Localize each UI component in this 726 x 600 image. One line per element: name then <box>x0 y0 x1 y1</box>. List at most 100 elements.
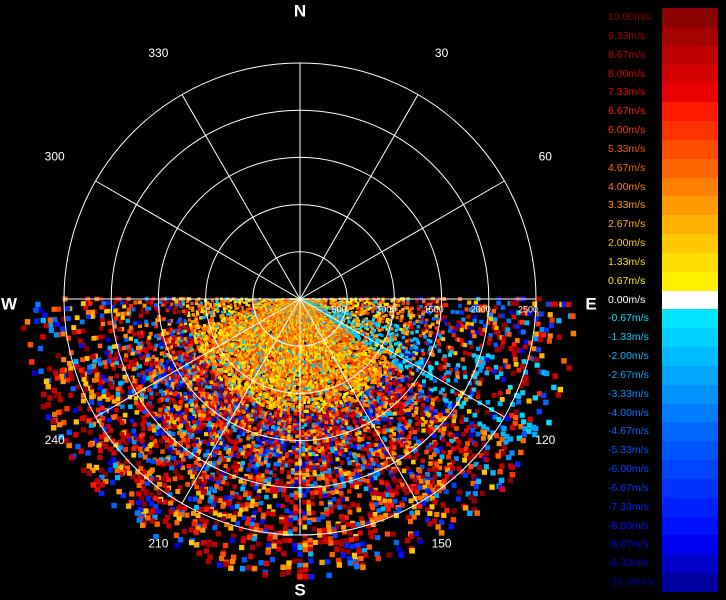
data-cell <box>381 315 385 319</box>
data-cell <box>436 345 441 350</box>
data-cell <box>345 404 350 408</box>
data-cell <box>321 405 325 409</box>
data-cell <box>254 522 260 528</box>
data-cell <box>398 454 403 460</box>
data-cell <box>455 337 460 342</box>
data-cell <box>447 449 453 455</box>
data-cell <box>356 347 360 351</box>
data-cell <box>397 460 402 466</box>
data-cell <box>477 421 483 427</box>
data-cell <box>398 376 403 381</box>
data-cell <box>368 350 372 354</box>
data-cell <box>312 470 317 475</box>
data-cell <box>396 507 402 512</box>
data-cell <box>282 379 286 383</box>
data-cell <box>278 453 283 458</box>
data-cell <box>382 361 386 365</box>
data-cell <box>365 403 370 408</box>
data-cell <box>240 538 246 544</box>
data-cell <box>500 431 506 437</box>
data-cell <box>352 320 355 323</box>
data-cell <box>350 323 354 327</box>
data-cell <box>343 398 347 402</box>
data-cell <box>311 372 315 376</box>
data-cell <box>329 300 333 303</box>
data-cell <box>549 317 555 323</box>
data-cell <box>347 560 354 566</box>
data-cell <box>276 410 281 414</box>
data-cell <box>497 401 503 407</box>
data-cell <box>393 455 399 460</box>
data-cell <box>317 408 321 412</box>
data-cell <box>450 466 456 471</box>
data-cell <box>280 433 285 438</box>
data-cell <box>447 348 452 353</box>
data-cell <box>412 435 418 441</box>
data-cell <box>452 414 457 419</box>
data-cell <box>376 326 380 330</box>
data-cell <box>392 359 396 363</box>
data-cell <box>412 485 417 491</box>
data-cell <box>304 362 307 366</box>
data-cell <box>403 306 407 310</box>
data-cell <box>475 362 480 368</box>
data-cell <box>337 505 343 510</box>
data-cell <box>351 404 355 408</box>
data-cell <box>382 430 387 435</box>
data-cell <box>296 380 300 384</box>
data-cell <box>302 400 306 404</box>
data-cell <box>322 299 326 303</box>
data-cell <box>296 405 300 409</box>
data-cell <box>478 452 484 458</box>
data-cell <box>309 357 313 360</box>
data-cell <box>346 338 349 342</box>
data-cell <box>493 317 498 322</box>
data-cell <box>432 474 438 480</box>
data-cell <box>285 402 289 406</box>
data-cell <box>477 381 482 386</box>
data-cell <box>296 373 300 377</box>
data-cell <box>318 391 322 396</box>
data-cell <box>409 346 413 351</box>
data-cell <box>318 433 322 437</box>
data-cell <box>315 334 318 337</box>
data-cell <box>341 316 345 320</box>
data-cell <box>284 393 288 397</box>
data-cell <box>319 442 324 446</box>
data-cell <box>404 364 409 369</box>
data-cell <box>288 510 294 516</box>
data-cell <box>493 365 499 370</box>
data-cell <box>288 375 292 379</box>
data-cell <box>434 314 439 319</box>
data-cell <box>375 339 379 343</box>
data-cell <box>461 431 466 437</box>
data-cell <box>350 333 353 337</box>
data-cell <box>356 549 362 555</box>
data-cell <box>371 337 375 341</box>
data-cell <box>259 459 264 464</box>
data-cell <box>385 319 389 323</box>
data-cell <box>306 436 311 441</box>
data-cell <box>426 407 431 412</box>
data-cell <box>351 304 355 308</box>
data-cell <box>431 299 435 304</box>
data-cell <box>327 452 332 456</box>
data-cell <box>321 487 327 492</box>
data-cell <box>385 360 390 365</box>
data-cell <box>327 329 330 332</box>
data-cell <box>308 551 314 557</box>
data-cell <box>441 337 446 341</box>
data-cell <box>397 299 401 303</box>
data-cell <box>325 339 328 342</box>
data-cell <box>410 306 414 311</box>
data-cell <box>239 565 246 572</box>
data-cell <box>353 536 359 542</box>
data-cell <box>356 507 362 513</box>
data-cell <box>532 395 538 401</box>
data-cell <box>251 536 257 542</box>
data-cell <box>357 493 362 498</box>
data-cell <box>319 467 324 472</box>
data-cell <box>334 408 338 413</box>
data-cell <box>312 436 317 440</box>
data-cell <box>366 459 371 464</box>
